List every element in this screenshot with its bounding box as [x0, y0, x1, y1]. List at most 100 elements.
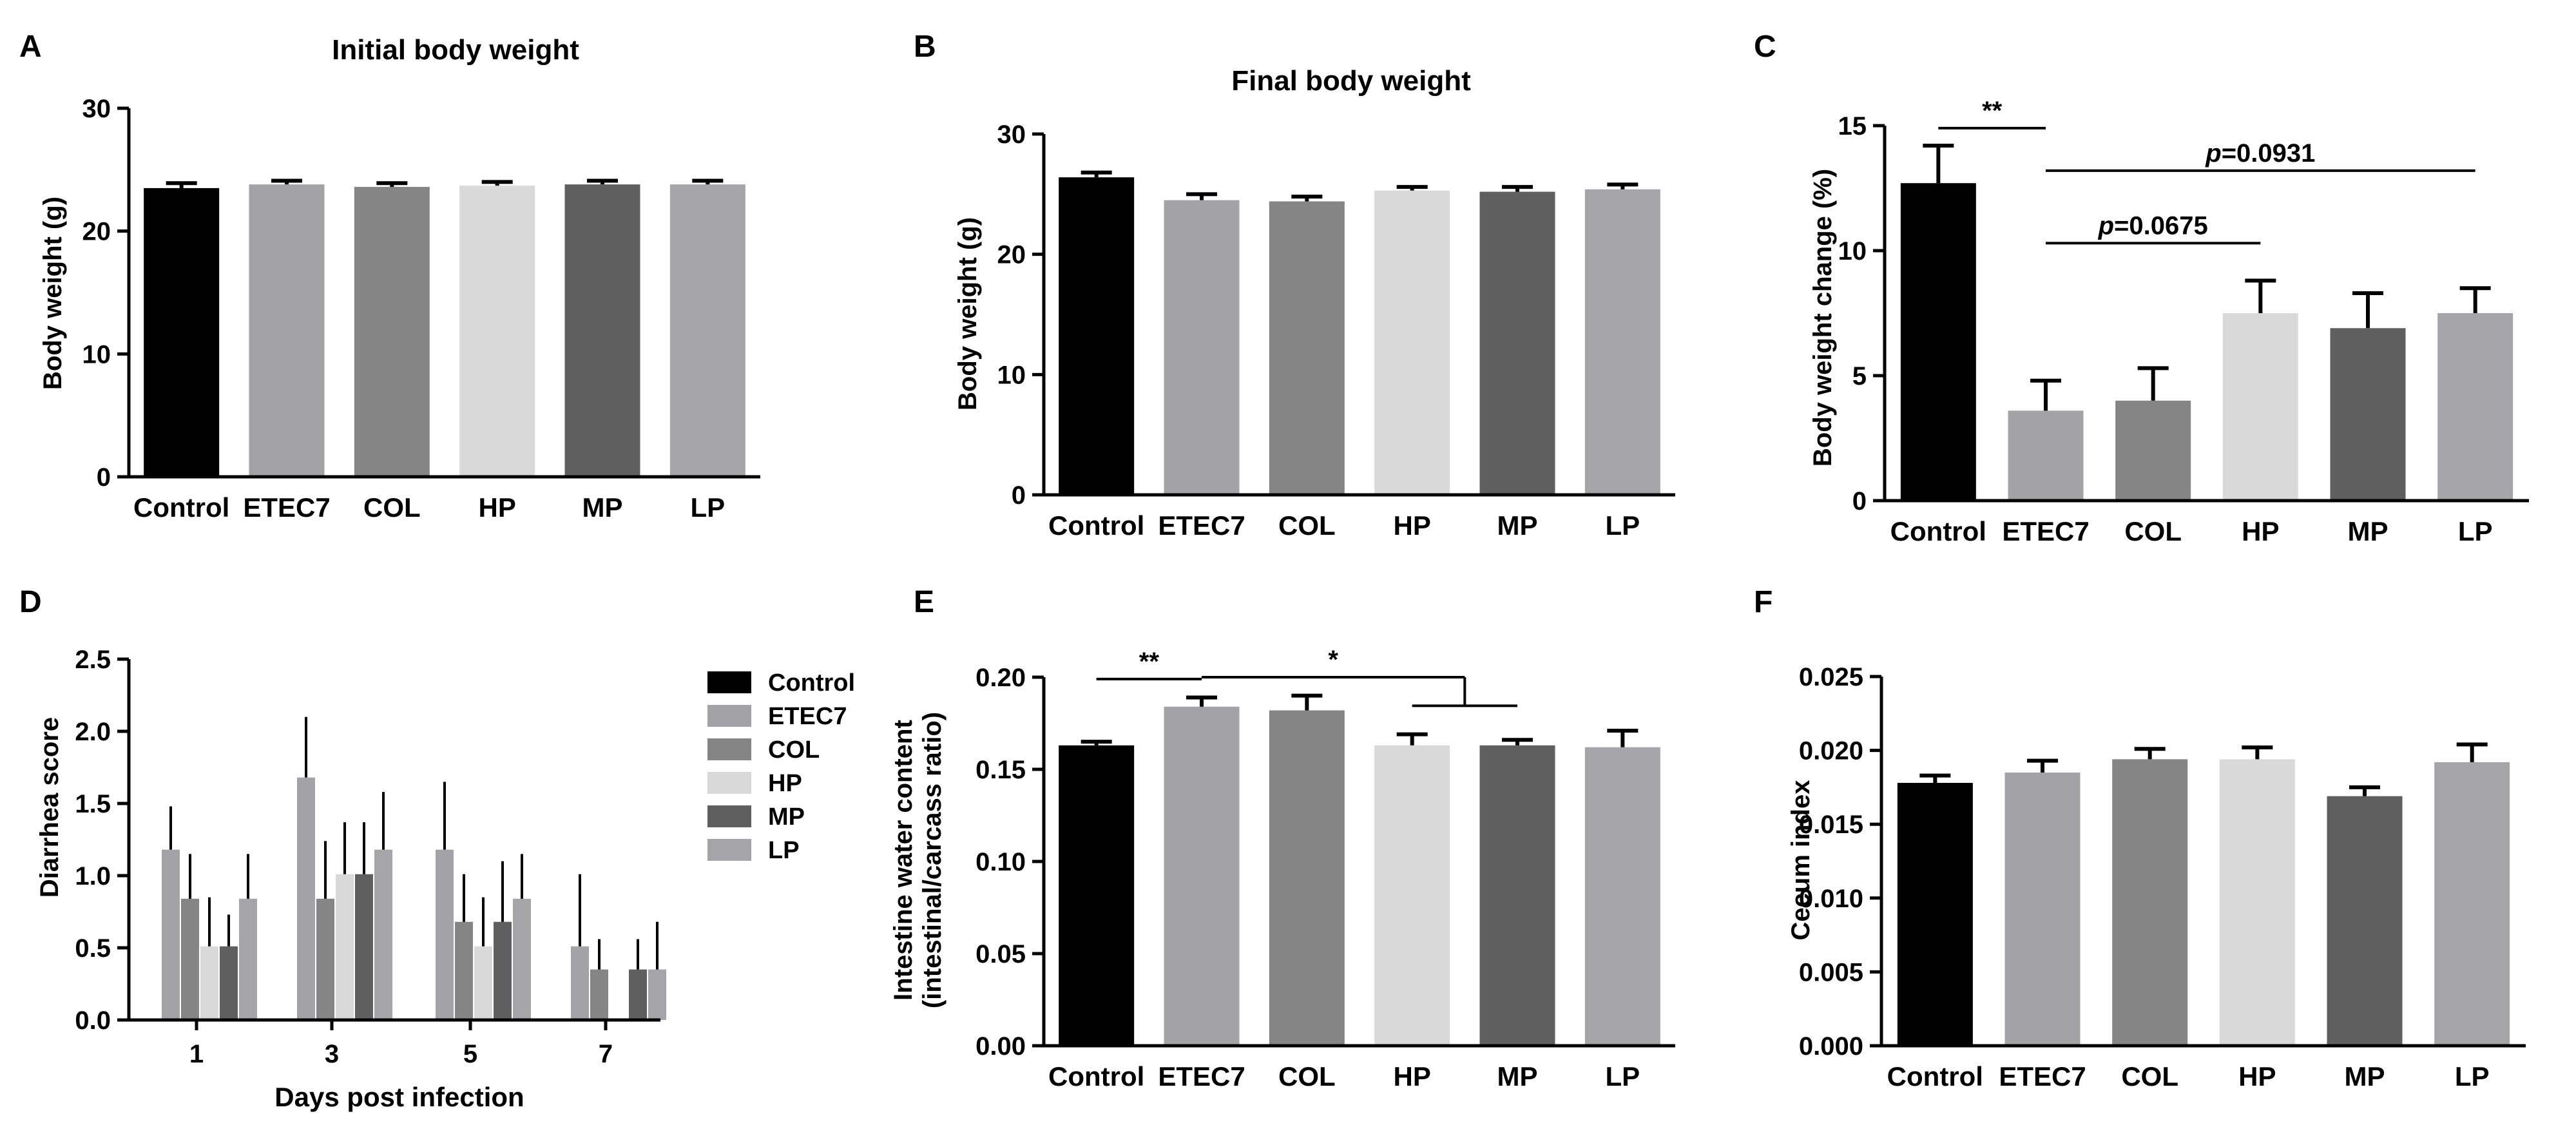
bar-a-mp — [564, 184, 640, 477]
bar-a-etec7 — [249, 184, 325, 477]
y-tick-label-e-2: 0.10 — [976, 848, 1026, 876]
bar-d-etec7-7 — [571, 946, 589, 1020]
x-tick-label-e-etec7: ETEC7 — [1158, 1061, 1245, 1091]
bar-a-control — [144, 188, 220, 477]
bar-d-col-1 — [181, 898, 199, 1020]
x-tick-label-a-hp: HP — [478, 492, 515, 523]
bar-c-hp — [2222, 313, 2298, 501]
y-tick-label-a-1: 10 — [82, 340, 111, 369]
x-tick-label-e-lp: LP — [1605, 1061, 1640, 1091]
x-tick-label-f-lp: LP — [2455, 1061, 2490, 1091]
y-tick-label-e-0: 0.00 — [976, 1032, 1026, 1061]
bar-d-etec7-1 — [162, 849, 180, 1020]
bar-d-lp-7 — [648, 969, 666, 1020]
bar-a-hp — [459, 186, 535, 477]
x-tick-label-b-lp: LP — [1605, 510, 1640, 541]
legend-swatch-col — [707, 738, 751, 760]
y-tick-label-d-5: 2.5 — [75, 646, 111, 674]
x-tick-label-f-control: Control — [1887, 1061, 1983, 1091]
bar-b-control — [1059, 177, 1135, 495]
x-tick-label-e-hp: HP — [1393, 1061, 1430, 1091]
bar-d-lp-3 — [374, 849, 392, 1020]
panel-e: E Intestine water content (intestinal/ca… — [889, 585, 1675, 1091]
sig-label-c-2: p=0.0675 — [2098, 211, 2208, 240]
bar-e-etec7 — [1164, 706, 1240, 1046]
legend-swatch-etec7 — [707, 705, 751, 727]
bar-f-mp — [2327, 796, 2403, 1046]
bar-e-mp — [1479, 745, 1555, 1046]
y-tick-label-f-4: 0.020 — [1799, 737, 1863, 765]
y-tick-label-e-4: 0.20 — [976, 664, 1026, 692]
x-tick-label-c-mp: MP — [2348, 516, 2389, 546]
panel-b: B Final body weight Body weight (g) 0 10 2… — [914, 30, 1675, 541]
legend-label-control: Control — [768, 669, 855, 697]
bar-d-mp-1 — [220, 946, 238, 1020]
y-tick-label-e-1: 0.05 — [976, 940, 1026, 968]
x-tick-label-a-col: COL — [363, 492, 421, 523]
x-tick-label-c-hp: HP — [2242, 516, 2279, 546]
bar-c-etec7 — [2008, 410, 2084, 501]
bar-b-lp — [1584, 189, 1660, 495]
bar-f-etec7 — [2004, 772, 2081, 1046]
panel-f-ylabel: Cecum index — [1787, 780, 1815, 941]
bar-e-control — [1059, 745, 1135, 1046]
panel-d-ylabel: Diarrhea score — [35, 717, 64, 898]
sig-label-e-0: ** — [1139, 648, 1160, 676]
bar-b-col — [1269, 201, 1345, 495]
x-tick-label-f-hp: HP — [2238, 1061, 2276, 1091]
y-tick-label-d-3: 1.5 — [75, 790, 111, 818]
bar-c-mp — [2330, 328, 2406, 501]
x-tick-label-d-5: 5 — [463, 1040, 477, 1068]
x-tick-label-b-mp: MP — [1497, 510, 1538, 541]
bar-f-control — [1897, 783, 1973, 1046]
y-tick-label-d-1: 0.5 — [75, 934, 111, 963]
y-tick-label-a-3: 30 — [82, 95, 111, 123]
panel-a-title: Initial body weight — [332, 34, 579, 66]
panel-b-title: Final body weight — [1231, 65, 1471, 97]
x-tick-label-c-lp: LP — [2458, 516, 2493, 546]
bar-d-hp-1 — [200, 946, 218, 1020]
bar-b-etec7 — [1164, 200, 1240, 495]
x-tick-label-c-control: Control — [1890, 516, 1986, 546]
x-tick-label-a-lp: LP — [690, 492, 725, 523]
panel-d: D Diarrhea score Days post infection 0.0… — [19, 585, 855, 1112]
legend-swatch-lp — [707, 839, 751, 861]
panel-b-ylabel: Body weight (g) — [954, 217, 982, 410]
y-tick-label-f-5: 0.025 — [1799, 663, 1863, 691]
x-tick-label-e-control: Control — [1048, 1061, 1144, 1091]
legend-label-hp: HP — [768, 770, 802, 797]
y-tick-label-d-2: 1.0 — [75, 862, 111, 890]
bar-e-col — [1269, 710, 1345, 1046]
panel-f: F Cecum index 0.000 0.005 0.010 0.015 0.020 0… — [1754, 585, 2526, 1091]
panel-e-ylabel: Intestine water content — [889, 720, 918, 1001]
x-tick-label-d-7: 7 — [599, 1040, 613, 1068]
panel-letter-d: D — [19, 585, 42, 619]
bar-d-col-5 — [455, 921, 473, 1020]
panel-letter-b: B — [914, 30, 936, 64]
bar-d-hp-5 — [474, 946, 492, 1020]
sig-label-c-0: ** — [1982, 97, 2003, 125]
legend-swatch-mp — [707, 805, 751, 827]
y-tick-label-d-0: 0.0 — [75, 1006, 111, 1035]
x-tick-label-f-etec7: ETEC7 — [1999, 1061, 2086, 1091]
x-tick-label-f-col: COL — [2121, 1061, 2178, 1091]
panel-c: C Body weight change (%) 0 5 10 15 Control ET… — [1754, 30, 2529, 546]
panel-letter-e: E — [914, 585, 934, 619]
panel-e-ylabel-2: (intestinal/carcass ratio) — [918, 712, 947, 1008]
bar-c-col — [2115, 400, 2191, 501]
y-tick-label-c-1: 5 — [1852, 362, 1867, 390]
sig-label-e-1: * — [1328, 646, 1338, 674]
x-tick-label-a-etec7: ETEC7 — [243, 492, 330, 523]
y-tick-label-b-1: 10 — [997, 361, 1026, 389]
bar-c-lp — [2437, 313, 2514, 501]
y-tick-label-f-0: 0.000 — [1799, 1032, 1863, 1061]
y-tick-label-a-2: 20 — [82, 218, 111, 246]
bar-d-mp-3 — [355, 874, 373, 1020]
panel-letter-c: C — [1754, 30, 1776, 64]
y-tick-label-e-3: 0.15 — [976, 756, 1026, 784]
x-tick-label-c-col: COL — [2124, 516, 2182, 546]
bar-a-col — [354, 187, 430, 477]
panel-a-ylabel: Body weight (g) — [39, 197, 67, 390]
legend-label-etec7: ETEC7 — [768, 703, 847, 730]
